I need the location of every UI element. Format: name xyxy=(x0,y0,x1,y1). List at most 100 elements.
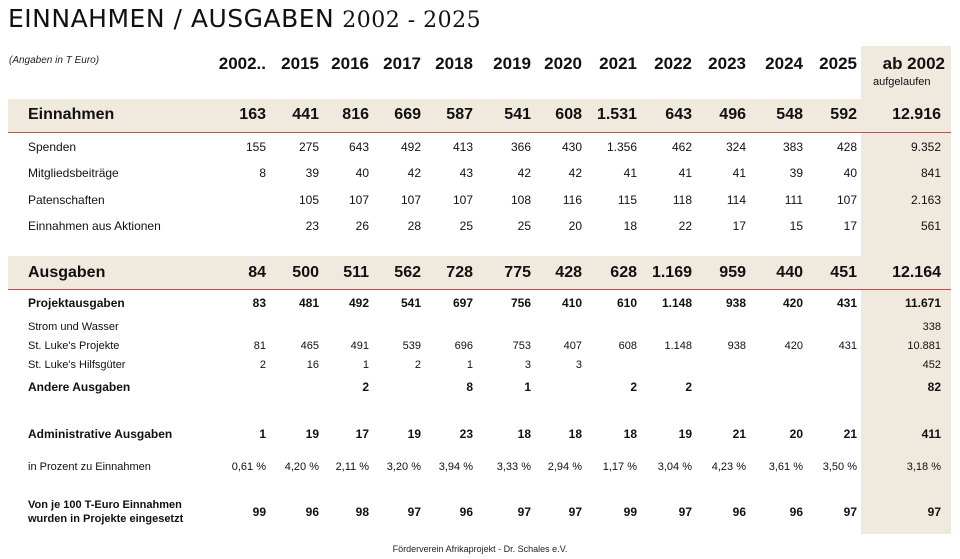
table-cell: 155 xyxy=(245,140,266,154)
table-cell: 18 xyxy=(568,427,582,441)
table-cell: 107 xyxy=(836,193,857,207)
table-cell: 383 xyxy=(782,140,803,154)
table-cell: 8 xyxy=(466,380,473,394)
table-cell: 25 xyxy=(517,219,531,233)
table-cell: 541 xyxy=(504,106,531,123)
table-cell: 19 xyxy=(407,427,421,441)
column-header: 2022 xyxy=(654,54,692,73)
total-column-header: ab 2002 xyxy=(882,54,945,73)
table-cell: 115 xyxy=(617,193,637,207)
table-cell: 562 xyxy=(394,264,421,281)
table-cell: 28 xyxy=(407,219,421,233)
table-cell: 21 xyxy=(843,427,857,441)
table-cell: 587 xyxy=(446,106,473,123)
table-cell: 96 xyxy=(459,505,473,519)
row-label: Andere Ausgaben xyxy=(28,380,131,394)
table-cell: 108 xyxy=(510,193,531,207)
total-cell: 338 xyxy=(922,321,941,333)
table-cell: 96 xyxy=(732,505,746,519)
table-cell: 116 xyxy=(562,193,582,207)
table-cell: 938 xyxy=(727,340,746,352)
column-header: 2023 xyxy=(708,54,746,73)
total-cell: 411 xyxy=(921,427,941,441)
row-label: Projektausgaben xyxy=(28,296,125,310)
table-cell: 420 xyxy=(782,296,803,310)
table-cell: 23 xyxy=(459,427,473,441)
table-cell: 816 xyxy=(342,106,369,123)
table-cell: 462 xyxy=(671,140,692,154)
row-label: Spenden xyxy=(28,140,77,154)
table-cell: 407 xyxy=(563,340,582,352)
table-cell: 669 xyxy=(394,106,421,123)
table-cell: 15 xyxy=(789,219,803,233)
table-cell: 2 xyxy=(685,380,692,394)
table-cell: 481 xyxy=(298,296,319,310)
row-label-line: wurden in Projekte eingesetzt xyxy=(28,513,184,525)
table-cell: 608 xyxy=(618,340,637,352)
table-cell: 492 xyxy=(348,296,369,310)
page-title: EINNAHMEN / AUSGABEN 2002 - 2025 xyxy=(8,4,482,33)
table-cell: 3,33 % xyxy=(496,461,531,473)
total-cell: 9.352 xyxy=(910,140,941,154)
table-cell: 43 xyxy=(459,166,473,180)
table-cell: 608 xyxy=(555,106,582,123)
column-header: 2020 xyxy=(544,54,582,73)
table-cell: 548 xyxy=(776,106,803,123)
table-cell: 41 xyxy=(732,166,746,180)
table-cell: 1 xyxy=(362,359,369,371)
table-cell: 428 xyxy=(555,264,582,281)
table-cell: 42 xyxy=(517,166,531,180)
table-cell: 775 xyxy=(504,264,531,281)
table-cell: 23 xyxy=(305,219,319,233)
table-cell: 97 xyxy=(678,505,692,519)
table-cell: 98 xyxy=(355,505,369,519)
ausgaben-band xyxy=(8,256,951,289)
row-label: Ausgaben xyxy=(28,264,106,281)
table-cell: 431 xyxy=(838,340,857,352)
table-cell: 118 xyxy=(672,193,692,207)
table-cell: 610 xyxy=(616,296,637,310)
table-cell: 541 xyxy=(400,296,421,310)
table-cell: 81 xyxy=(253,340,266,352)
table-cell: 3 xyxy=(524,359,531,371)
table-cell: 324 xyxy=(725,140,746,154)
total-cell: 10.881 xyxy=(907,340,941,352)
table-cell: 111 xyxy=(784,193,803,207)
table-cell: 96 xyxy=(789,505,803,519)
table-cell: 728 xyxy=(446,264,473,281)
table-cell: 3,20 % xyxy=(386,461,421,473)
table-cell: 410 xyxy=(561,296,582,310)
table-cell: 39 xyxy=(305,166,319,180)
table-cell: 97 xyxy=(407,505,421,519)
table-cell: 42 xyxy=(407,166,421,180)
row-label-line: Von je 100 T-Euro Einnahmen xyxy=(28,499,182,511)
table-cell: 451 xyxy=(830,264,857,281)
table-cell: 1 xyxy=(259,427,266,441)
table-cell: 492 xyxy=(400,140,421,154)
total-cell: 561 xyxy=(920,219,941,233)
table-cell: 19 xyxy=(305,427,319,441)
table-cell: 97 xyxy=(568,505,582,519)
table-cell: 959 xyxy=(719,264,746,281)
einnahmen-rule xyxy=(8,132,951,133)
column-header: 2024 xyxy=(765,54,803,73)
table-cell: 107 xyxy=(452,193,473,207)
table-cell: 696 xyxy=(454,340,473,352)
table-cell: 19 xyxy=(678,427,692,441)
row-label: Von je 100 T-Euro Einnahmen wurden in Pro… xyxy=(28,498,183,526)
table-cell: 1,17 % xyxy=(602,461,637,473)
table-cell: 643 xyxy=(665,106,692,123)
table-cell: 83 xyxy=(252,296,266,310)
table-cell: 1 xyxy=(466,359,473,371)
table-cell: 41 xyxy=(678,166,692,180)
table-cell: 0,61 % xyxy=(231,461,266,473)
row-label: Einnahmen xyxy=(28,106,115,123)
column-header: 2017 xyxy=(383,54,421,73)
table-cell: 2,11 % xyxy=(335,461,369,473)
einnahmen-band xyxy=(8,99,951,132)
table-cell: 18 xyxy=(623,219,637,233)
table-cell: 2,94 % xyxy=(547,461,582,473)
table-cell: 96 xyxy=(305,505,319,519)
table-cell: 511 xyxy=(343,264,369,281)
row-label: Einnahmen aus Aktionen xyxy=(28,219,161,233)
